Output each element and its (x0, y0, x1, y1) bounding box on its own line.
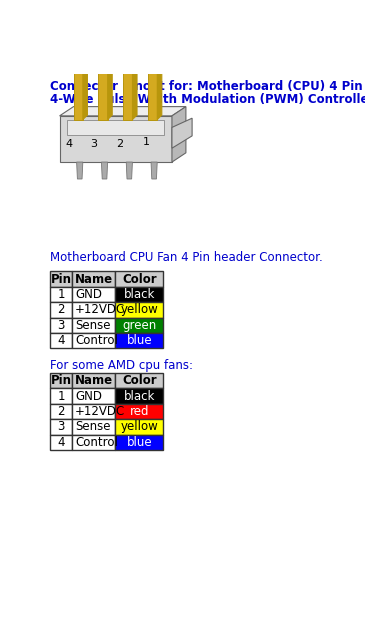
Text: Control: Control (75, 334, 118, 347)
Bar (50, 287, 72, 302)
Bar (72, 302, 115, 318)
Bar (50, 373, 72, 389)
Polygon shape (151, 162, 157, 179)
Polygon shape (77, 162, 83, 179)
Bar (50, 389, 72, 404)
Bar (50, 302, 72, 318)
Text: 4-Wire Pulse Width Modulation (PWM) Controlled Fans: 4-Wire Pulse Width Modulation (PWM) Cont… (50, 93, 365, 106)
Text: Pin: Pin (51, 374, 72, 387)
Text: Sense: Sense (75, 420, 111, 433)
Text: +12VDC: +12VDC (75, 405, 125, 418)
Text: For some AMD cpu fans:: For some AMD cpu fans: (50, 359, 193, 372)
Polygon shape (148, 65, 162, 70)
Polygon shape (67, 119, 164, 135)
Text: 4: 4 (57, 334, 65, 347)
Polygon shape (73, 53, 83, 119)
Polygon shape (73, 49, 88, 53)
Text: +12VDC: +12VDC (75, 303, 125, 316)
Bar (115, 435, 164, 450)
Text: 2: 2 (116, 139, 123, 149)
Text: Name: Name (74, 374, 113, 387)
Text: black: black (124, 288, 155, 301)
Text: yellow: yellow (120, 420, 158, 433)
Polygon shape (83, 49, 88, 119)
Text: red: red (130, 405, 149, 418)
Bar (50, 318, 72, 333)
Text: 1: 1 (57, 389, 65, 402)
Bar (115, 373, 164, 389)
Text: Control: Control (75, 436, 118, 449)
Bar (115, 318, 164, 333)
Text: 4: 4 (66, 139, 73, 149)
Bar (115, 389, 164, 404)
Polygon shape (148, 70, 157, 119)
Bar (72, 419, 115, 435)
Text: green: green (122, 319, 157, 332)
Bar (115, 404, 164, 419)
Text: Name: Name (74, 272, 113, 285)
Bar (50, 404, 72, 419)
Polygon shape (101, 162, 108, 179)
Text: 3: 3 (57, 420, 65, 433)
Polygon shape (126, 162, 132, 179)
Polygon shape (108, 54, 112, 119)
Bar (72, 389, 115, 404)
Polygon shape (123, 59, 137, 64)
Bar (72, 435, 115, 450)
Text: Motherboard CPU Fan 4 Pin header Connector.: Motherboard CPU Fan 4 Pin header Connect… (50, 251, 323, 264)
Polygon shape (123, 64, 132, 119)
Text: 1: 1 (143, 137, 150, 147)
Bar (72, 373, 115, 389)
Text: GND: GND (75, 288, 102, 301)
Polygon shape (172, 106, 186, 162)
Text: yellow: yellow (120, 303, 158, 316)
Text: blue: blue (127, 334, 152, 347)
Text: blue: blue (127, 436, 152, 449)
Bar (50, 435, 72, 450)
Text: 1: 1 (57, 288, 65, 301)
Bar (50, 419, 72, 435)
Bar (72, 271, 115, 287)
Bar (115, 271, 164, 287)
Text: 2: 2 (57, 405, 65, 418)
Text: Color: Color (122, 272, 157, 285)
Bar (72, 287, 115, 302)
Bar (115, 333, 164, 348)
Polygon shape (157, 65, 162, 119)
Text: 2: 2 (57, 303, 65, 316)
Bar (115, 287, 164, 302)
Bar (50, 271, 72, 287)
Bar (50, 333, 72, 348)
Bar (72, 318, 115, 333)
Text: Connector pinout for: Motherboard (CPU) 4 Pin Fan: Connector pinout for: Motherboard (CPU) … (50, 80, 365, 93)
Polygon shape (59, 106, 186, 116)
Polygon shape (172, 118, 192, 148)
Bar (72, 404, 115, 419)
Text: Color: Color (122, 374, 157, 387)
Text: GND: GND (75, 389, 102, 402)
Polygon shape (132, 59, 137, 119)
Text: Pin: Pin (51, 272, 72, 285)
Text: black: black (124, 389, 155, 402)
Polygon shape (98, 59, 108, 119)
Bar (115, 419, 164, 435)
Text: 3: 3 (57, 319, 65, 332)
Polygon shape (98, 54, 112, 59)
Bar (115, 302, 164, 318)
Text: 3: 3 (91, 139, 97, 149)
Bar (72, 333, 115, 348)
Text: Sense: Sense (75, 319, 111, 332)
Polygon shape (59, 116, 172, 162)
Text: 4: 4 (57, 436, 65, 449)
